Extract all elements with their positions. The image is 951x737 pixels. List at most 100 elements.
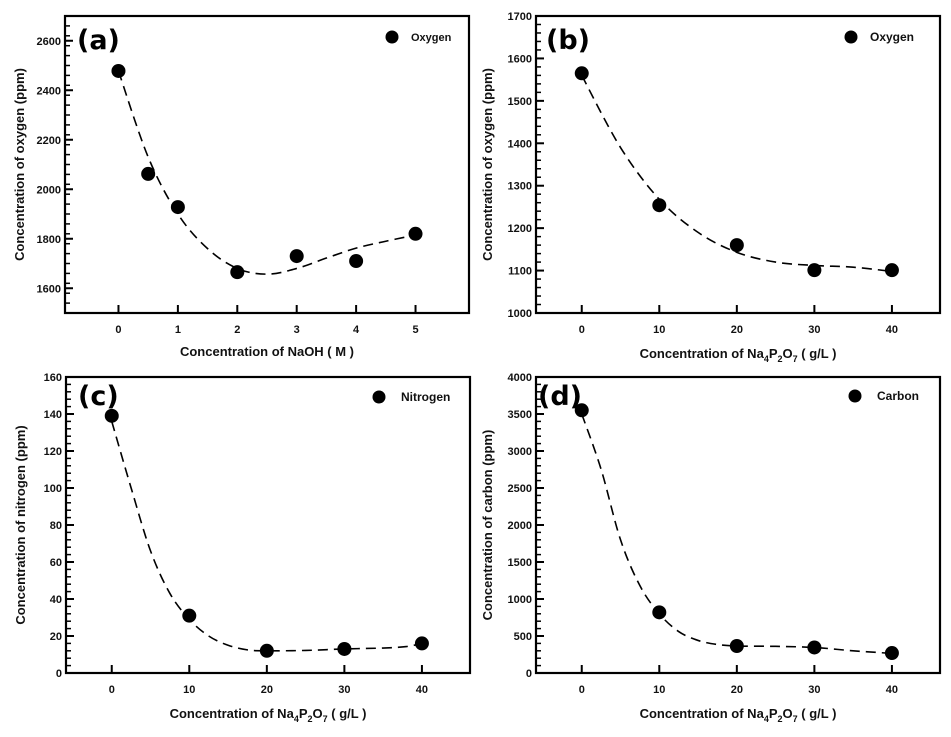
x-tick-label: 3 (294, 324, 300, 336)
y-tick-label: 1100 (508, 266, 532, 278)
x-tick-label: 40 (886, 684, 898, 696)
y-tick-label: 1200 (508, 223, 532, 235)
y-tick-label: 1700 (508, 11, 532, 23)
x-tick-label: 30 (808, 324, 820, 336)
y-tick-label: 80 (50, 520, 62, 532)
y-axis-title: Concentration of nitrogen (ppm) (13, 425, 28, 624)
x-axis: 0 1 2 3 4 5 (115, 305, 419, 336)
y-tick-label: 160 (44, 372, 62, 384)
series-carbon (574, 403, 899, 661)
x-tick-label: 10 (183, 684, 195, 696)
x-axis-title: Concentration of Na4P2O7 ( g/L ) (170, 706, 367, 724)
y-tick-label: 1300 (508, 181, 532, 193)
y-tick-label: 100 (44, 483, 62, 495)
y-tick-label: 60 (50, 557, 62, 569)
data-point (807, 640, 822, 655)
y-axis-title: Concentration of oxygen (ppm) (480, 68, 495, 261)
y-tick-label: 1600 (508, 53, 532, 65)
series-oxygen (111, 63, 423, 280)
subscript: 7 (323, 714, 328, 724)
x-tick-label: 2 (234, 324, 240, 336)
x-tick-label: 20 (261, 684, 273, 696)
data-point (884, 646, 899, 661)
legend: Nitrogen (372, 390, 450, 404)
data-point (337, 641, 352, 656)
y-tick-label: 1800 (37, 234, 61, 246)
data-point (414, 636, 429, 651)
x-axis-title-part: Concentration of Na (170, 706, 295, 721)
x-axis-title-part: O (313, 706, 323, 721)
y-tick-label: 1500 (508, 557, 532, 569)
x-tick-label: 4 (353, 324, 360, 336)
subscript: 7 (793, 354, 798, 364)
y-tick-label: 120 (44, 446, 62, 458)
data-point (807, 263, 822, 278)
y-tick-label: 140 (44, 409, 62, 421)
x-axis-title-part: ( g/L ) (328, 706, 367, 721)
legend: Oxygen (844, 30, 914, 44)
x-tick-label: 40 (416, 684, 428, 696)
y-tick-label: 3500 (508, 409, 532, 421)
panel-label: (d) (538, 381, 582, 412)
y-tick-label: 2600 (37, 36, 61, 48)
subscript: 4 (764, 354, 769, 364)
y-axis: 1600 1800 2000 2200 2400 2600 (37, 15, 73, 314)
y-tick-label: 1500 (508, 96, 532, 108)
x-axis-title-part: ( g/L ) (798, 706, 837, 721)
y-axis-title: Concentration of carbon (ppm) (480, 430, 495, 621)
subscript: 2 (308, 714, 313, 724)
y-axis: 1000 1100 1200 1300 1400 1500 1600 1700 (508, 11, 544, 320)
x-axis-title: Concentration of Na4P2O7 ( g/L ) (640, 706, 837, 724)
x-axis-title-part: Concentration of Na (640, 346, 765, 361)
data-point (259, 643, 274, 658)
x-axis-title: Concentration of Na4P2O7 ( g/L ) (640, 346, 837, 364)
y-tick-label: 20 (50, 631, 62, 643)
subscript: 2 (778, 354, 783, 364)
x-tick-label: 20 (731, 684, 743, 696)
y-tick-label: 2000 (508, 520, 532, 532)
subscript: 2 (778, 714, 783, 724)
data-point (349, 254, 364, 269)
legend-marker (844, 30, 858, 44)
data-point (289, 249, 304, 264)
y-tick-label: 2200 (37, 135, 61, 147)
panel-b: 1000 1100 1200 1300 1400 1500 1600 1700 0 10 20 30 4… (480, 11, 942, 364)
data-point (182, 608, 197, 623)
data-point (104, 408, 119, 423)
fit-curve (580, 413, 892, 655)
x-axis-title: Concentration of NaOH ( M ) (180, 344, 354, 359)
data-point (170, 200, 185, 215)
y-axis: 0 20 40 60 80 100 120 140 160 (44, 372, 74, 680)
x-tick-label: 0 (579, 684, 585, 696)
data-point (408, 226, 423, 241)
fit-curve (110, 421, 423, 652)
legend-label: Oxygen (411, 32, 452, 44)
x-axis-title-part: O (783, 706, 793, 721)
series-oxygen (574, 66, 899, 278)
data-point (230, 265, 245, 280)
x-axis-title-part: O (783, 346, 793, 361)
x-axis-title-part: ( g/L ) (798, 346, 837, 361)
data-point (574, 66, 589, 81)
panel-label: (b) (546, 25, 590, 56)
y-tick-label: 1600 (37, 283, 61, 295)
x-axis: 0 10 20 30 40 (579, 305, 898, 336)
data-point (652, 198, 667, 213)
data-point (729, 238, 744, 253)
subscript: 4 (764, 714, 769, 724)
x-axis: 0 10 20 30 40 (579, 665, 898, 696)
y-tick-label: 500 (514, 631, 532, 643)
panel-c: 0 20 40 60 80 100 120 140 160 0 10 20 30 40 Concentrat… (13, 372, 472, 724)
y-tick-label: 1000 (508, 594, 532, 606)
data-point (652, 605, 667, 620)
data-point (141, 166, 156, 181)
x-tick-label: 0 (109, 684, 115, 696)
y-tick-label: 40 (50, 594, 62, 606)
y-axis-title: Concentration of oxygen (ppm) (12, 68, 27, 261)
y-tick-label: 0 (56, 668, 62, 680)
x-tick-label: 30 (338, 684, 350, 696)
x-axis: 0 10 20 30 40 (109, 665, 428, 696)
panel-a: 1600 1800 2000 2200 2400 2600 0 1 2 3 4 5 Concentrat… (12, 14, 471, 359)
